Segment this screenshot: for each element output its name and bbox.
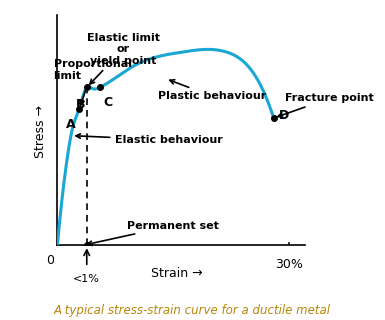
Text: D: D: [279, 109, 289, 122]
Text: Plastic behaviour: Plastic behaviour: [158, 80, 266, 101]
Text: C: C: [104, 96, 113, 109]
Text: Permanent set: Permanent set: [87, 220, 219, 245]
Text: A: A: [65, 118, 75, 131]
Text: Elastic behaviour: Elastic behaviour: [76, 134, 223, 145]
Text: Fracture point: Fracture point: [278, 93, 374, 117]
Text: Proportional
limit: Proportional limit: [54, 59, 132, 105]
Text: <1%: <1%: [73, 274, 100, 284]
Text: A typical stress-strain curve for a ductile metal: A typical stress-strain curve for a duct…: [54, 304, 331, 317]
Text: Strain →: Strain →: [151, 267, 203, 280]
Text: B: B: [76, 98, 85, 111]
Text: Stress →: Stress →: [34, 105, 47, 158]
Text: 30%: 30%: [275, 259, 303, 271]
Text: 0: 0: [46, 254, 54, 267]
Text: Elastic limit
or
yield point: Elastic limit or yield point: [87, 33, 159, 84]
